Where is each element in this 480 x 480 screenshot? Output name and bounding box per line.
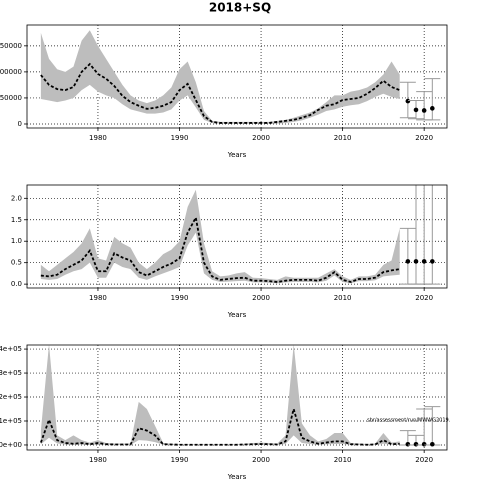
projection-point <box>413 441 419 447</box>
uncertainty-band <box>40 345 400 445</box>
uncertainty-band <box>40 189 400 284</box>
x-axis-label: Years <box>227 311 247 319</box>
y-tick-label: 50000 <box>0 94 22 102</box>
y-tick-label: 1.5 <box>11 216 22 224</box>
y-tick-label: 3e+05 <box>0 369 22 377</box>
plot-frame <box>26 184 448 289</box>
x-tick-label: 2010 <box>334 294 352 302</box>
y-tick-label: 4e+05 <box>0 345 22 353</box>
y-tick-label: 0 <box>18 120 22 128</box>
x-tick-label: 2020 <box>415 134 433 142</box>
projection-point <box>421 108 427 113</box>
x-tick-label: 2010 <box>334 134 352 142</box>
y-tick-label: 1e+05 <box>0 417 22 425</box>
plot-frame <box>26 24 448 129</box>
projection-point <box>421 441 427 447</box>
x-tick-label: 2000 <box>252 456 270 464</box>
plot-area <box>27 25 447 128</box>
x-tick-label: 2010 <box>334 456 352 464</box>
plot-area <box>27 185 447 288</box>
projection-point <box>430 441 435 447</box>
chart-title: 2018+SQ <box>209 1 271 15</box>
y-tick-label: 0.0 <box>11 280 22 288</box>
x-tick-label: 1980 <box>89 134 107 142</box>
projection-point <box>413 259 419 264</box>
projection-point <box>413 107 419 113</box>
projection-point <box>405 259 411 264</box>
median-line <box>40 62 401 124</box>
y-tick-label: 0.5 <box>11 259 22 267</box>
y-tick-label: 1.0 <box>11 237 22 245</box>
x-axis-label: Years <box>227 151 247 159</box>
projection-point <box>405 98 411 104</box>
median-line <box>40 214 400 283</box>
projection-point <box>430 259 435 264</box>
y-tick-label: 2e+05 <box>0 393 22 401</box>
x-tick-label: 2000 <box>252 294 270 302</box>
x-tick-label: 1990 <box>171 134 189 142</box>
x-tick-label: 1990 <box>171 294 189 302</box>
projection-point <box>421 259 427 264</box>
x-axis-label: Years <box>227 473 247 480</box>
x-tick-label: 2000 <box>252 134 270 142</box>
x-tick-label: 2020 <box>415 456 433 464</box>
projection-point <box>430 106 435 111</box>
annotation: sbr/assessment/run/MWWG2019. <box>367 418 451 424</box>
x-tick-label: 1990 <box>171 456 189 464</box>
x-tick-label: 1980 <box>89 456 107 464</box>
plot-area <box>27 345 447 450</box>
x-tick-label: 2020 <box>415 294 433 302</box>
y-tick-label: 150000 <box>0 42 22 50</box>
projection-point <box>405 441 411 447</box>
plot-frame <box>26 344 448 451</box>
y-tick-label: 100000 <box>0 68 22 76</box>
x-tick-label: 1980 <box>89 294 107 302</box>
median-line <box>40 405 400 446</box>
uncertainty-band <box>40 30 400 124</box>
y-tick-label: 0e+00 <box>0 441 22 449</box>
y-tick-label: 2.0 <box>11 194 22 202</box>
